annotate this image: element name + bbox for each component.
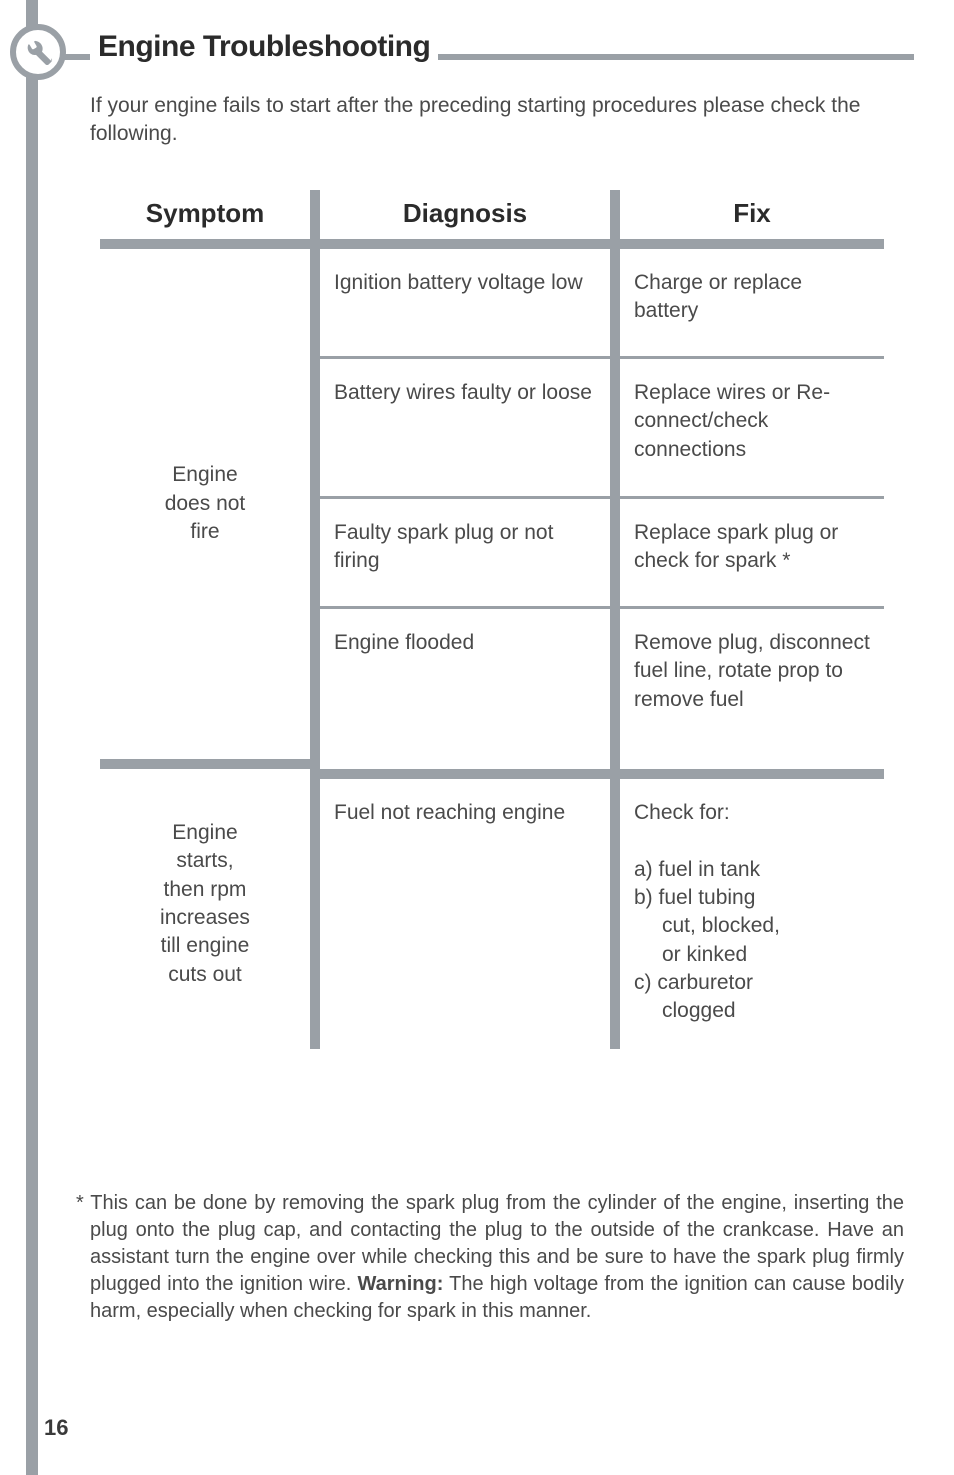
fix-cell: Replace wires or Re-connect/check connec… — [610, 359, 884, 496]
diagnosis-cell: Engine flooded — [310, 609, 610, 769]
fix-cell: Charge or replace battery — [610, 249, 884, 356]
symptom-cell: Enginestarts,then rpmincreasestill engin… — [100, 769, 310, 1039]
footnote: * This can be done by removing the spark… — [60, 1190, 904, 1325]
row-group: Fuel not reaching engine Check for: a) f… — [310, 779, 884, 1049]
page-title: Engine Troubleshooting — [90, 30, 438, 64]
diagnosis-cell: Ignition battery voltage low — [310, 249, 610, 356]
table-header-row: Symptom Diagnosis Fix — [100, 190, 884, 249]
fix-cell: Replace spark plug or check for spark * — [610, 499, 884, 606]
table-row: Faulty spark plug or not firing Replace … — [310, 499, 884, 609]
table-body: Enginedoes notfire Enginestarts,then rpm… — [100, 249, 884, 1049]
page-number: 16 — [44, 1415, 68, 1441]
table-row: Battery wires faulty or loose Replace wi… — [310, 359, 884, 499]
troubleshooting-table: Symptom Diagnosis Fix Enginedoes notfire… — [100, 190, 884, 1049]
diagnosis-cell: Battery wires faulty or loose — [310, 359, 610, 496]
footnote-marker: * — [76, 1192, 84, 1214]
left-strip — [26, 0, 38, 1475]
col-header-symptom: Symptom — [100, 190, 310, 239]
diagnosis-fix-column: Ignition battery voltage low Charge or r… — [310, 249, 884, 1049]
col-header-diagnosis: Diagnosis — [310, 190, 610, 239]
col-header-fix: Fix — [610, 190, 884, 239]
fix-cell: Remove plug, disconnect fuel line, rotat… — [610, 609, 884, 769]
wrench-icon — [10, 24, 66, 80]
table-row: Ignition battery voltage low Charge or r… — [310, 249, 884, 359]
footnote-text: * This can be done by removing the spark… — [60, 1190, 904, 1325]
row-group: Ignition battery voltage low Charge or r… — [310, 249, 884, 779]
symptom-text: Enginedoes notfire — [165, 461, 246, 546]
diagnosis-cell: Faulty spark plug or not firing — [310, 499, 610, 606]
symptom-column: Enginedoes notfire Enginestarts,then rpm… — [100, 249, 310, 1049]
warning-label: Warning: — [357, 1273, 443, 1295]
intro-text: If your engine fails to start after the … — [90, 92, 904, 149]
fix-cell: Check for: a) fuel in tankb) fuel tubing… — [610, 779, 884, 1049]
diagnosis-cell: Fuel not reaching engine — [310, 779, 610, 1049]
symptom-cell: Enginedoes notfire — [100, 249, 310, 769]
table-row: Fuel not reaching engine Check for: a) f… — [310, 779, 884, 1049]
symptom-text: Enginestarts,then rpmincreasestill engin… — [160, 819, 250, 989]
table-row: Engine flooded Remove plug, disconnect f… — [310, 609, 884, 769]
